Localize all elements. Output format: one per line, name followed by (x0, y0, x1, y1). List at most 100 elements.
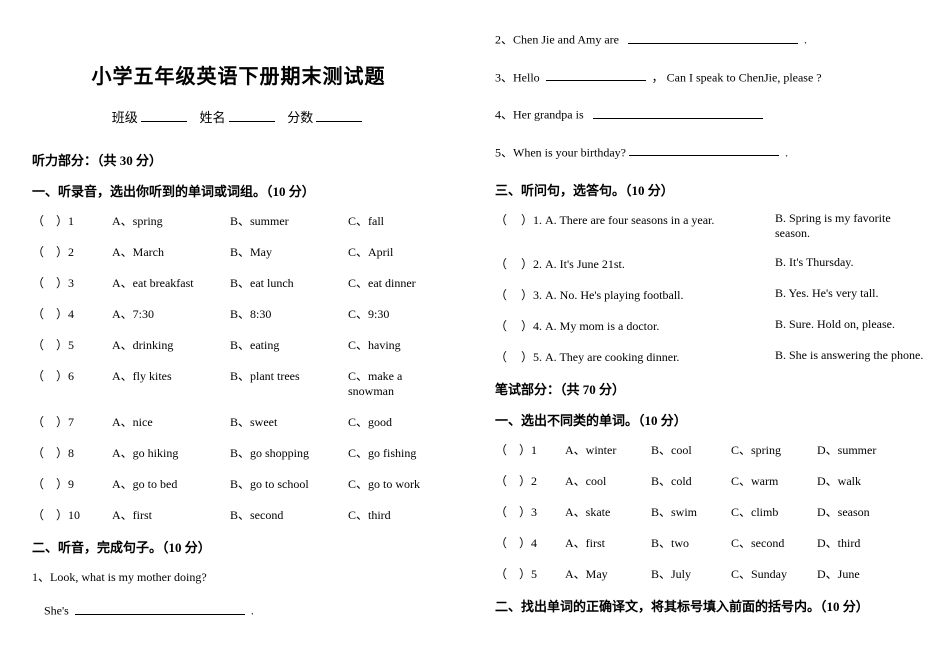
mc-row: （ ）8 A、go hiking B、go shopping C、go fish… (32, 444, 445, 461)
mc-bracket[interactable]: （ ）2 (32, 243, 112, 260)
qa-option-b: B. Sure. Hold on, please. (775, 317, 925, 334)
mc-row: （ ）5 A、drinking B、eating C、having (32, 336, 445, 353)
section-2-heading: 二、听音，完成句子。（10 分） (32, 537, 445, 556)
mc4-row: （ ）2 A、cool B、cold C、warm D、walk (495, 472, 925, 489)
blank-answer-1[interactable] (75, 601, 245, 615)
qa-option-a: ）2. A. It's June 21st. (515, 255, 775, 272)
mc4-option-c: C、second (731, 534, 817, 551)
mc-option-c: C、go to work (348, 475, 445, 492)
fill-question-4: 4、Her grandpa is (495, 105, 925, 123)
qa-bracket[interactable]: （ (495, 211, 515, 241)
mc4-bracket[interactable]: （ ）3 (495, 503, 565, 520)
blank-answer-5[interactable] (629, 143, 779, 157)
mc4-row: （ ）1 A、winter B、cool C、spring D、summer (495, 441, 925, 458)
qa-option-b: B. Yes. He's very tall. (775, 286, 925, 303)
qa-bracket[interactable]: （ (495, 317, 515, 334)
section-1-heading: 一、听录音，选出你听到的单词或词组。（10 分） (32, 181, 445, 200)
worksheet-page: 小学五年级英语下册期末测试题 班级 姓名 分数 听力部分：（共 30 分） 一、… (0, 0, 945, 669)
blank-score[interactable] (316, 107, 362, 122)
mc-option-a: A、drinking (112, 336, 230, 353)
mc-bracket[interactable]: （ ）9 (32, 475, 112, 492)
mc4-option-d: D、June (817, 565, 925, 582)
mc4-option-b: B、July (651, 565, 731, 582)
mc4-option-c: C、spring (731, 441, 817, 458)
mc-row: （ ）4 A、7:30 B、8:30 C、9:30 (32, 305, 445, 322)
mc-bracket[interactable]: （ ）5 (32, 336, 112, 353)
page-title: 小学五年级英语下册期末测试题 (32, 60, 445, 89)
qa-bracket[interactable]: （ (495, 255, 515, 272)
label-class: 班级 (112, 110, 138, 125)
mc4-option-c: C、climb (731, 503, 817, 520)
mc-option-c: C、go fishing (348, 444, 445, 461)
mc4-option-c: C、Sunday (731, 565, 817, 582)
mc4-bracket[interactable]: （ ）4 (495, 534, 565, 551)
mc-option-a: A、nice (112, 413, 230, 430)
mc4-row: （ ）4 A、first B、two C、second D、third (495, 534, 925, 551)
mc-option-a: A、first (112, 506, 230, 523)
blank-answer-3[interactable] (546, 68, 646, 82)
left-column: 小学五年级英语下册期末测试题 班级 姓名 分数 听力部分：（共 30 分） 一、… (0, 0, 455, 669)
mc4-option-c: C、warm (731, 472, 817, 489)
mc-option-b: B、May (230, 243, 348, 260)
mc-option-a: A、go to bed (112, 475, 230, 492)
mc-row: （ ）3 A、eat breakfast B、eat lunch C、eat d… (32, 274, 445, 291)
mc-option-a: A、spring (112, 212, 230, 229)
section-3-heading: 三、听问句，选答句。（10 分） (495, 180, 925, 199)
mc-row: （ ）9 A、go to bed B、go to school C、go to … (32, 475, 445, 492)
mc-row: （ ）1 A、spring B、summer C、fall (32, 212, 445, 229)
qa-row: （ ）5. A. They are cooking dinner. B. She… (495, 348, 925, 365)
mc4-option-a: A、first (565, 534, 651, 551)
mc4-option-a: A、skate (565, 503, 651, 520)
mc4-bracket[interactable]: （ ）5 (495, 565, 565, 582)
mc-bracket[interactable]: （ ）4 (32, 305, 112, 322)
mc4-option-d: D、third (817, 534, 925, 551)
mc-option-c: C、eat dinner (348, 274, 445, 291)
blank-answer-2[interactable] (628, 30, 798, 44)
section-5-heading: 二、找出单词的正确译文，将其标号填入前面的括号内。（10 分） (495, 596, 925, 615)
mc-option-a: A、fly kites (112, 367, 230, 399)
mc-option-a: A、March (112, 243, 230, 260)
blank-name[interactable] (229, 107, 275, 122)
mc4-option-d: D、season (817, 503, 925, 520)
mc-option-b: B、second (230, 506, 348, 523)
mc4-option-d: D、summer (817, 441, 925, 458)
right-column: 2、Chen Jie and Amy are . 3、Hello ， Can I… (455, 0, 945, 669)
mc-option-c: C、make a snowman (348, 367, 445, 399)
mc-bracket[interactable]: （ ）10 (32, 506, 112, 523)
mc-row: （ ）10 A、first B、second C、third (32, 506, 445, 523)
mc4-bracket[interactable]: （ ）1 (495, 441, 565, 458)
fill-question-3: 3、Hello ， Can I speak to ChenJie, please… (495, 68, 925, 86)
fill-question-1: 1、Look, what is my mother doing? (32, 568, 445, 585)
mc-row: （ ）7 A、nice B、sweet C、good (32, 413, 445, 430)
mc-bracket[interactable]: （ ）6 (32, 367, 112, 399)
qa-option-a: ）5. A. They are cooking dinner. (515, 348, 775, 365)
mc-option-c: C、April (348, 243, 445, 260)
fill-question-2: 2、Chen Jie and Amy are . (495, 30, 925, 48)
mc-option-c: C、9:30 (348, 305, 445, 322)
mc-option-b: B、eat lunch (230, 274, 348, 291)
qa-row: （ ）1. A. There are four seasons in a yea… (495, 211, 925, 241)
mc-bracket[interactable]: （ ）8 (32, 444, 112, 461)
label-score: 分数 (287, 110, 313, 125)
qa-bracket[interactable]: （ (495, 286, 515, 303)
blank-class[interactable] (141, 107, 187, 122)
mc-row: （ ）6 A、fly kites B、plant trees C、make a … (32, 367, 445, 399)
mc-bracket[interactable]: （ ）7 (32, 413, 112, 430)
mc4-option-b: B、cold (651, 472, 731, 489)
qa-option-a: ）3. A. No. He's playing football. (515, 286, 775, 303)
mc4-bracket[interactable]: （ ）2 (495, 472, 565, 489)
mc4-option-a: A、May (565, 565, 651, 582)
mc-option-b: B、go shopping (230, 444, 348, 461)
mc-bracket[interactable]: （ ）1 (32, 212, 112, 229)
qa-bracket[interactable]: （ (495, 348, 515, 365)
section-4-heading: 一、选出不同类的单词。（10 分） (495, 410, 925, 429)
qa-option-a: ）1. A. There are four seasons in a year. (515, 211, 775, 241)
blank-answer-4[interactable] (593, 105, 763, 119)
mc-option-a: A、go hiking (112, 444, 230, 461)
qa-row: （ ）2. A. It's June 21st. B. It's Thursda… (495, 255, 925, 272)
listening-header: 听力部分：（共 30 分） (32, 150, 445, 169)
mc-bracket[interactable]: （ ）3 (32, 274, 112, 291)
mc4-option-a: A、cool (565, 472, 651, 489)
mc4-option-b: B、cool (651, 441, 731, 458)
mc4-option-b: B、two (651, 534, 731, 551)
